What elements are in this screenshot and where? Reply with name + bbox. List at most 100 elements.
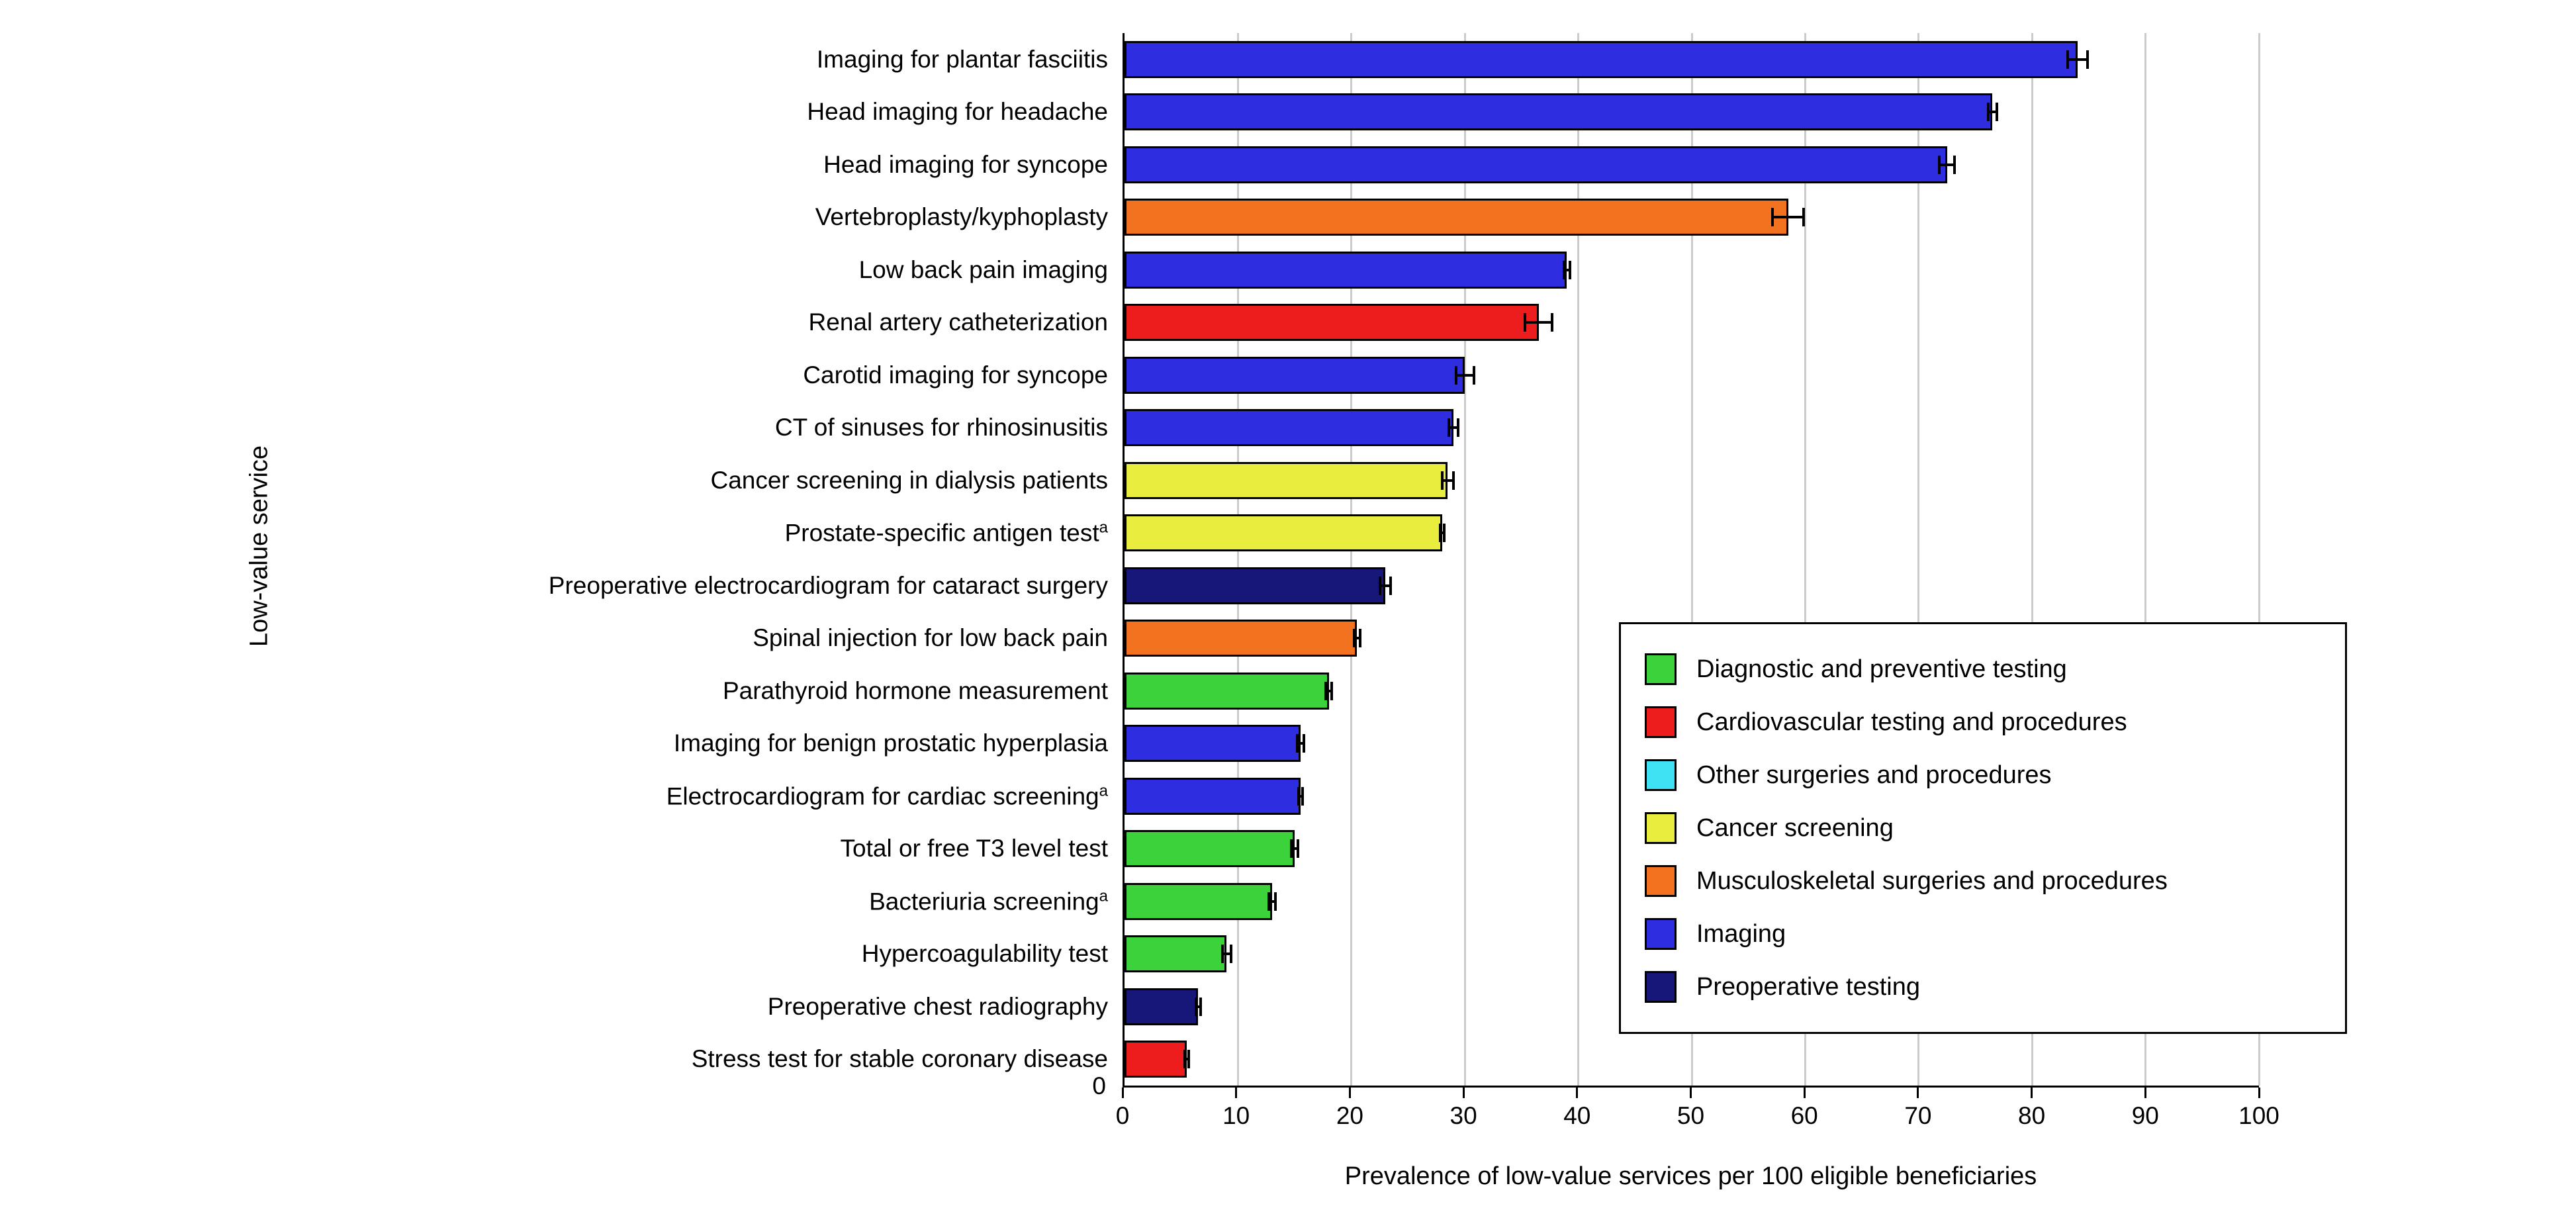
category-label: Stress test for stable coronary disease xyxy=(691,1045,1108,1073)
bar xyxy=(1125,461,1448,499)
legend-swatch xyxy=(1645,971,1677,1003)
category-label: Parathyroid hormone measurement xyxy=(722,676,1108,704)
error-bar xyxy=(1937,155,1956,174)
x-tick-label: 80 xyxy=(2018,1102,2046,1129)
legend-swatch xyxy=(1645,653,1677,685)
gridline xyxy=(2258,33,2260,1086)
error-bar xyxy=(1524,313,1553,332)
legend-item: Musculoskeletal surgeries and procedures xyxy=(1645,855,2321,907)
category-label: Head imaging for syncope xyxy=(823,150,1108,178)
bar xyxy=(1125,777,1301,815)
gridline xyxy=(1577,33,1580,1086)
legend-swatch xyxy=(1645,706,1677,738)
x-tick-label: 30 xyxy=(1449,1102,1477,1129)
category-label: Electrocardiogram for cardiac screeninga xyxy=(666,782,1108,810)
category-label: CT of sinuses for rhinosinusitis xyxy=(774,414,1108,441)
legend-item-label: Musculoskeletal surgeries and procedures xyxy=(1696,866,2168,895)
legend-item-label: Imaging xyxy=(1696,919,1786,948)
x-tick-mark xyxy=(1690,1088,1692,1098)
bar xyxy=(1125,409,1454,447)
category-label: Prostate-specific antigen testa xyxy=(784,518,1108,547)
bar xyxy=(1125,830,1295,868)
error-bar xyxy=(1324,681,1334,700)
error-bar xyxy=(1195,997,1202,1016)
category-label: Imaging for benign prostatic hyperplasia xyxy=(673,729,1108,757)
error-bar xyxy=(1267,892,1277,911)
category-label: Total or free T3 level test xyxy=(840,835,1108,862)
x-tick-label: 100 xyxy=(2238,1102,2279,1129)
category-label: Bacteriuria screeninga xyxy=(869,887,1108,915)
x-ticks: 0 10 20 30 40 50 60 70 80 90 100 xyxy=(1116,1088,2279,1174)
error-bar xyxy=(1297,786,1304,806)
category-label: Hypercoagulability test xyxy=(861,940,1108,968)
x-tick-label: 50 xyxy=(1677,1102,1705,1129)
bar xyxy=(1125,356,1465,394)
category-label: Spinal injection for low back pain xyxy=(753,624,1108,652)
error-bar xyxy=(1438,524,1446,543)
category-label: Head imaging for headache xyxy=(807,98,1108,126)
bar xyxy=(1125,40,2078,78)
bar xyxy=(1125,251,1567,289)
bar xyxy=(1125,1041,1187,1078)
legend-item-label: Diagnostic and preventive testing xyxy=(1696,655,2067,683)
category-label: Low back pain imaging xyxy=(858,256,1108,283)
gridline xyxy=(2144,33,2147,1086)
category-label-superscript: a xyxy=(1099,518,1108,537)
bar xyxy=(1125,988,1199,1025)
bar xyxy=(1125,514,1442,552)
bar xyxy=(1125,93,1993,131)
x-tick-label: 10 xyxy=(1222,1102,1250,1129)
legend-item: Diagnostic and preventive testing xyxy=(1645,643,2321,696)
bar xyxy=(1125,672,1329,710)
gridline xyxy=(1690,33,1693,1086)
legend-item-label: Preoperative testing xyxy=(1696,972,1920,1001)
x-tick-mark xyxy=(2144,1088,2146,1098)
error-bar xyxy=(1771,208,1806,227)
bar xyxy=(1125,146,1947,183)
category-label-superscript: a xyxy=(1099,887,1108,906)
x-tick-mark xyxy=(2258,1088,2260,1098)
bar xyxy=(1125,199,1788,236)
legend-swatch xyxy=(1645,759,1677,791)
legend-item-label: Other surgeries and procedures xyxy=(1696,761,2052,789)
gridline xyxy=(1236,33,1239,1086)
legend-swatch xyxy=(1645,918,1677,950)
error-bar xyxy=(1183,1050,1191,1069)
x-tick-mark xyxy=(1235,1088,1238,1098)
bar xyxy=(1125,882,1272,920)
x-tick-mark xyxy=(2031,1088,2033,1098)
legend-item: Preoperative testing xyxy=(1645,960,2321,1013)
y-axis-zero-label: 0 xyxy=(1092,1072,1106,1099)
gridline xyxy=(1350,33,1353,1086)
x-tick-label: 0 xyxy=(1115,1102,1130,1129)
legend-item: Cardiovascular testing and procedures xyxy=(1645,696,2321,749)
category-label: Vertebroplasty/kyphoplasty xyxy=(815,203,1108,231)
legend-items: Diagnostic and preventive testing Cardiov… xyxy=(1645,643,2321,1013)
x-tick-label: 60 xyxy=(1790,1102,1818,1129)
x-tick-label: 20 xyxy=(1336,1102,1363,1129)
error-bar xyxy=(1352,629,1362,648)
legend-swatch xyxy=(1645,865,1677,897)
category-label: Preoperative electrocardiogram for catar… xyxy=(548,571,1108,599)
gridline xyxy=(2031,33,2033,1086)
x-tick-label: 70 xyxy=(1904,1102,1932,1129)
gridline xyxy=(1917,33,1920,1086)
error-bar xyxy=(1448,418,1459,438)
bar xyxy=(1125,304,1539,342)
gridline xyxy=(1463,33,1466,1086)
category-label: Cancer screening in dialysis patients xyxy=(710,466,1108,494)
x-tick-label: 40 xyxy=(1563,1102,1591,1129)
x-tick-mark xyxy=(1462,1088,1465,1098)
error-bar xyxy=(1295,734,1305,753)
category-label-superscript: a xyxy=(1099,782,1108,800)
bar xyxy=(1125,935,1227,973)
bar xyxy=(1125,567,1386,604)
category-label: Imaging for plantar fasciitis xyxy=(816,45,1108,73)
legend-item-label: Cardiovascular testing and procedures xyxy=(1696,708,2127,736)
error-bar xyxy=(1562,260,1572,279)
error-bar xyxy=(1378,576,1393,595)
x-tick-mark xyxy=(1121,1088,1124,1098)
error-bar xyxy=(1441,471,1455,490)
x-tick-mark xyxy=(1348,1088,1351,1098)
